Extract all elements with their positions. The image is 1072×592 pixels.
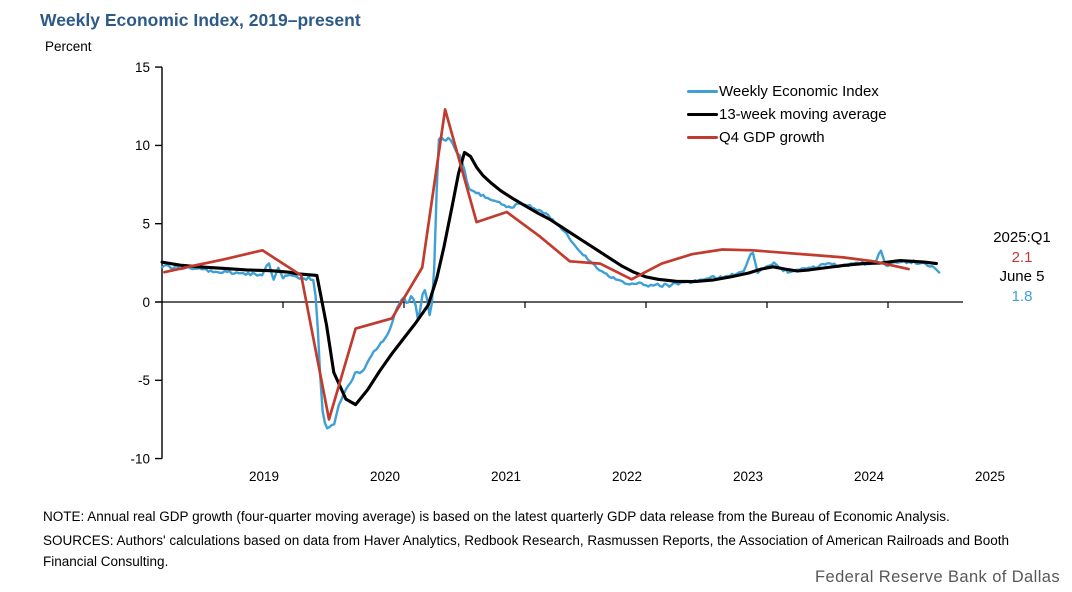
sources-text: SOURCES: Authors' calculations based on … <box>43 533 1010 569</box>
y-axis-unit-label: Percent <box>45 39 92 54</box>
y-tick-label: 0 <box>142 295 150 310</box>
legend-line-swatch <box>687 112 718 117</box>
series-weekly-economic-index <box>160 135 941 430</box>
series-q4-gdp-growth <box>163 108 910 421</box>
y-tick-label: -5 <box>138 373 150 388</box>
gdp-quarter-label: 2025:Q1 <box>993 229 1051 246</box>
wei-date-label: June 5 <box>999 268 1045 285</box>
x-year-label: 2022 <box>612 469 642 484</box>
wei-latest-value: 1.8 <box>1011 287 1033 305</box>
y-tick-label: 5 <box>142 217 150 232</box>
x-year-label: 2020 <box>370 469 400 484</box>
legend-label: Q4 GDP growth <box>719 129 825 146</box>
legend-line-swatch <box>687 135 718 140</box>
x-year-label: 2021 <box>491 469 521 484</box>
legend-item-1: 13-week moving average <box>687 103 887 126</box>
series-13-week-moving-average <box>160 150 938 407</box>
x-year-label: 2019 <box>249 469 279 484</box>
y-tick-label: 15 <box>135 60 150 75</box>
footnotes: NOTE: Annual real GDP growth (four-quart… <box>43 507 1011 572</box>
legend-item-0: Weekly Economic Index <box>687 80 887 103</box>
y-tick-label: -10 <box>130 451 150 466</box>
x-year-label: 2025 <box>975 469 1005 484</box>
zero-line-x-axis <box>162 301 963 308</box>
note-text: NOTE: Annual real GDP growth (four-quart… <box>43 509 950 524</box>
y-tick-label: 10 <box>135 138 150 153</box>
legend-line-swatch <box>687 89 718 94</box>
dallas-fed-wordmark: Federal Reserve Bank of Dallas <box>815 568 1060 586</box>
x-year-label: 2023 <box>733 469 763 484</box>
chart-legend: Weekly Economic Index 13-week moving aver… <box>687 80 887 149</box>
legend-item-2: Q4 GDP growth <box>687 126 887 149</box>
latest-values-annotation: 2025:Q1 2.1 June 5 1.8 <box>975 228 1069 306</box>
line-chart: 15 10 5 0 -5 -10 2019 2020 2021 2022 2023 2024 2025 <box>130 60 1005 484</box>
page-title: Weekly Economic Index, 2019–present <box>40 10 361 30</box>
legend-label: 13-week moving average <box>719 106 887 123</box>
x-year-label: 2024 <box>854 469 885 484</box>
gdp-latest-value: 2.1 <box>1011 248 1033 266</box>
legend-label: Weekly Economic Index <box>719 83 879 100</box>
